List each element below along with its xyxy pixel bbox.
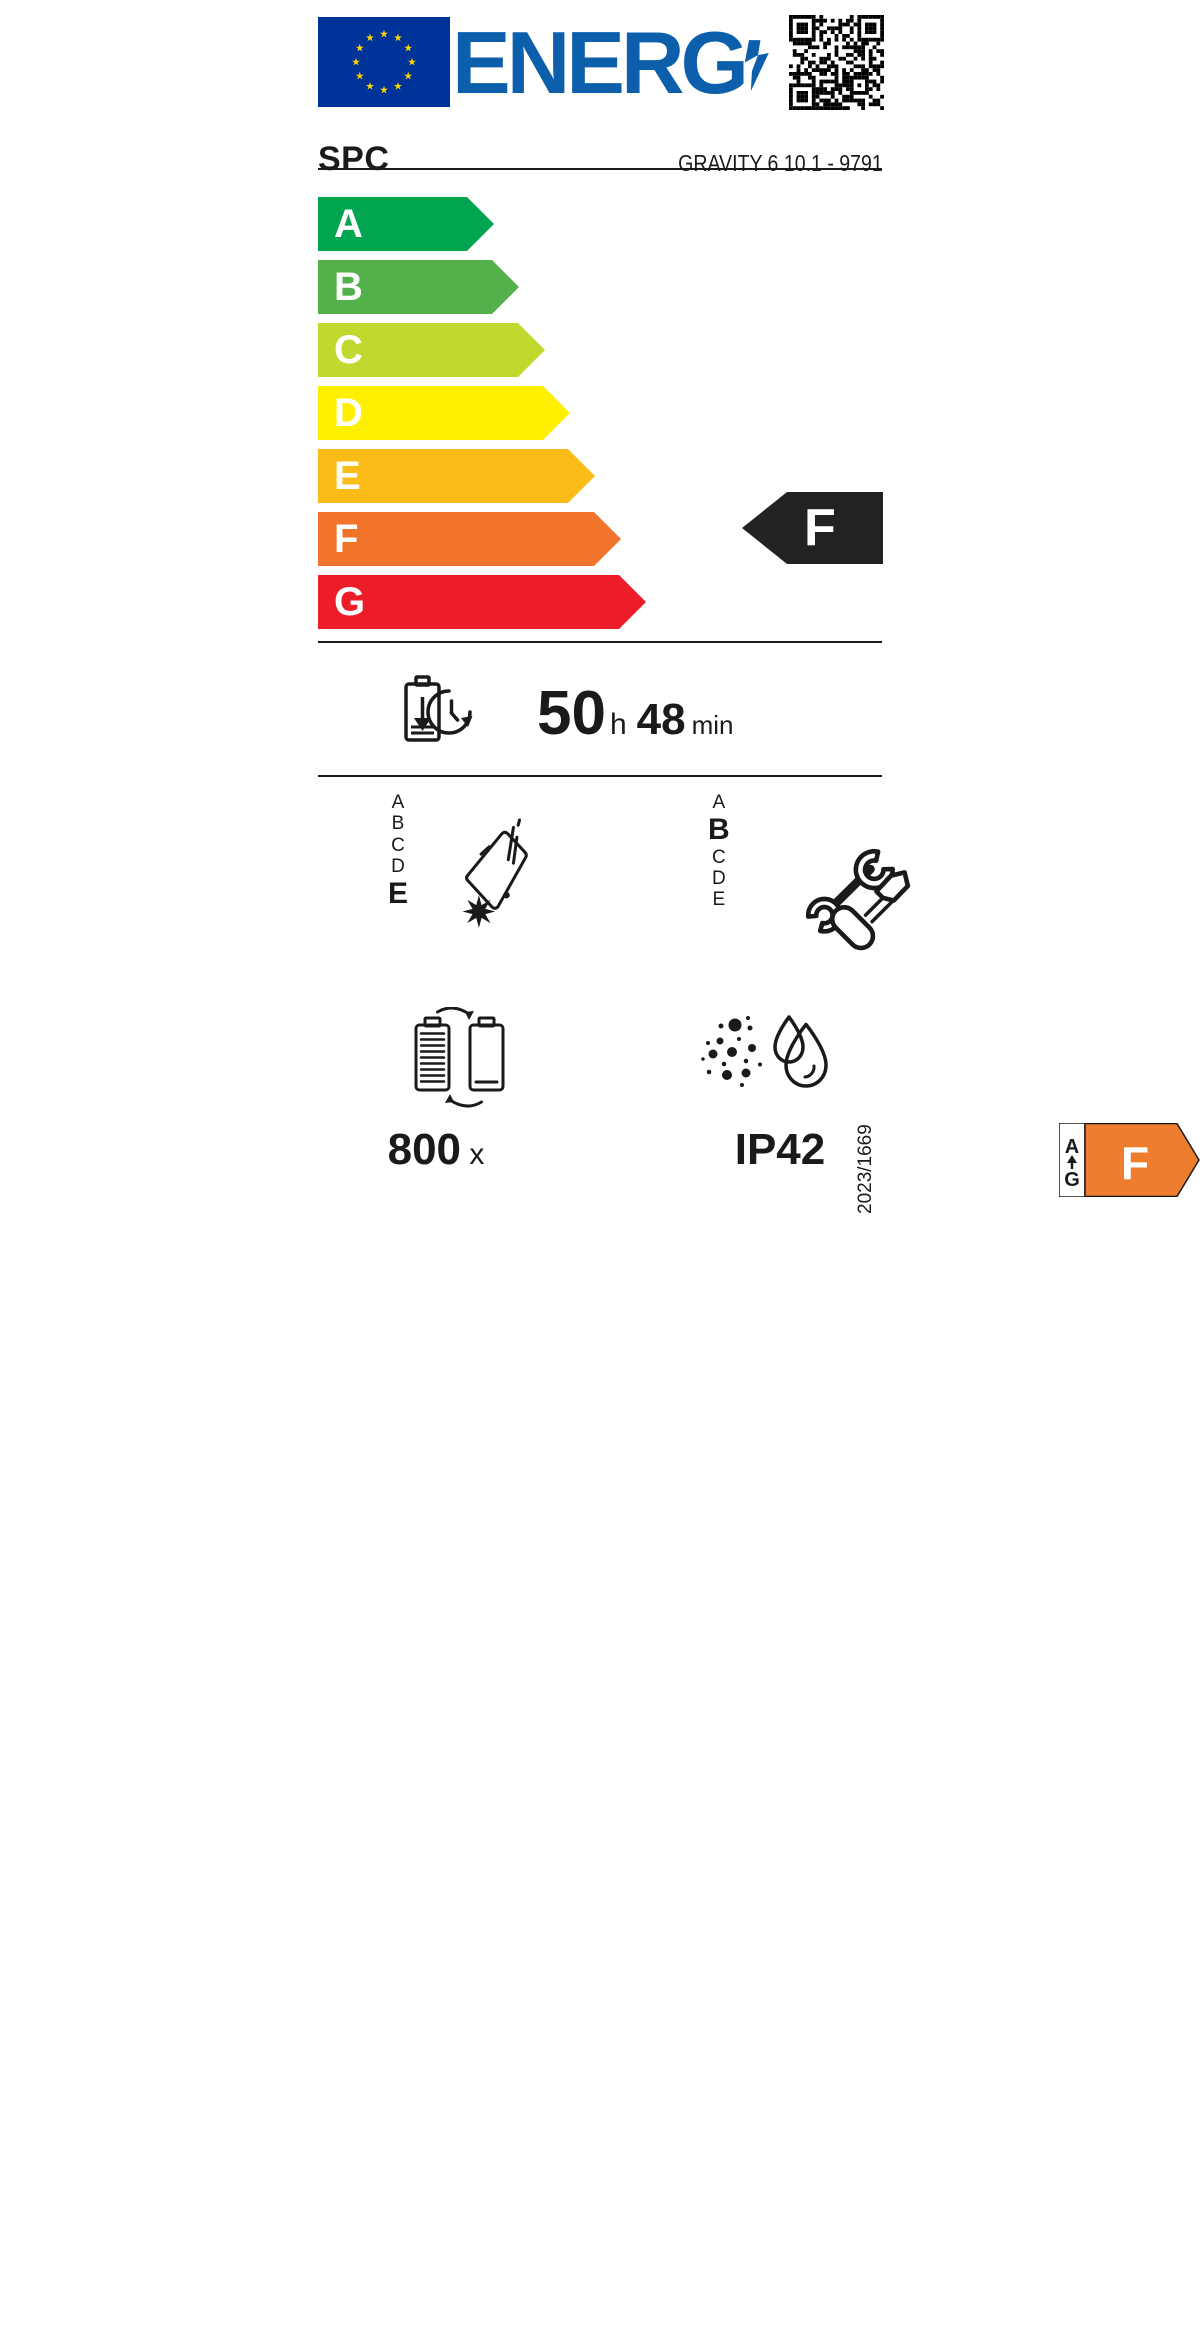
svg-text:F: F: [1121, 1137, 1149, 1189]
svg-text:A: A: [1065, 1136, 1079, 1158]
svg-text:G: G: [1064, 1169, 1080, 1191]
